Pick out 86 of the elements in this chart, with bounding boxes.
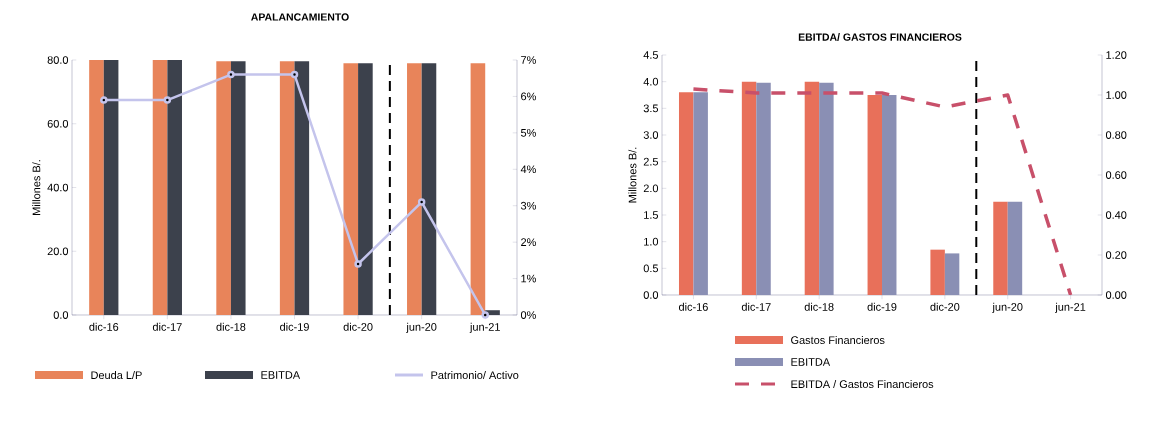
bar	[804, 81, 820, 295]
bar	[944, 253, 960, 295]
x-tick-label: dic-20	[343, 322, 373, 331]
bar	[358, 63, 373, 315]
y-tick-label: 60.0	[47, 119, 69, 128]
x-tick-label: jun-20	[992, 302, 1023, 313]
bar	[741, 81, 757, 295]
x-tick-label: dic-18	[804, 302, 834, 311]
bar	[693, 92, 708, 295]
x-tick-label: jun-21	[469, 322, 500, 333]
y2-tick-label: 0.80	[1105, 131, 1127, 139]
y2-tick-label: 0%	[520, 311, 536, 319]
y-tick-label: 4.5	[643, 51, 659, 59]
y-tick-label: 80.0	[47, 56, 69, 64]
bar	[89, 60, 104, 315]
bar	[993, 201, 1008, 295]
bar	[152, 60, 168, 315]
legend-label: EBITDA	[261, 371, 301, 379]
y-tick-label: 4.0	[643, 77, 659, 86]
legend-label: EBITDA / Gastos Financieros	[791, 379, 934, 389]
bar	[756, 82, 771, 295]
bar	[279, 61, 295, 315]
y2-tick-label: 1.00	[1106, 91, 1127, 99]
y-tick-label: 3.5	[643, 104, 659, 113]
y2-tick-label: 0.00	[1105, 291, 1127, 299]
y2-tick-label: 6%	[521, 92, 536, 101]
bar	[819, 82, 834, 295]
legend-label: Deuda L/P	[91, 370, 142, 380]
bar	[930, 249, 945, 295]
legend-label: EBITDA	[791, 358, 831, 366]
x-tick-label: dic-19	[280, 322, 309, 331]
bar	[216, 61, 231, 315]
y2-tick-label: 1%	[521, 274, 536, 283]
bar	[421, 63, 437, 315]
chart-title: APALANCAMIENTO	[251, 13, 349, 21]
y-tick-label: 0.0	[643, 291, 659, 299]
x-tick-label: jun-20	[406, 322, 437, 333]
y-tick-label: 1.5	[644, 211, 659, 219]
y-axis-title: Millones B/.	[32, 160, 41, 215]
point	[100, 96, 108, 104]
chart-title: EBITDA/ GASTOS FINANCIEROS	[798, 33, 962, 41]
bar	[470, 63, 486, 315]
bar	[882, 95, 897, 295]
y-tick-label: 2.0	[643, 184, 659, 193]
y2-tick-label: 0.40	[1105, 211, 1127, 219]
bar	[230, 61, 246, 315]
y-tick-label: 0.0	[53, 311, 69, 319]
bar	[167, 60, 182, 315]
bar	[294, 61, 310, 315]
point	[290, 70, 299, 79]
x-tick-label: jun-21	[1055, 302, 1086, 313]
point	[227, 70, 235, 79]
bar	[678, 92, 694, 295]
x-tick-label: dic-19	[867, 302, 897, 311]
y-tick-label: 1.0	[644, 237, 659, 246]
y2-tick-label: 5%	[520, 129, 536, 137]
point	[481, 311, 489, 319]
bar	[103, 60, 119, 315]
x-tick-label: dic-17	[152, 322, 182, 331]
y-tick-label: 2.5	[643, 157, 659, 166]
bar	[407, 63, 422, 315]
x-tick-label: dic-16	[678, 302, 708, 311]
x-tick-label: dic-17	[741, 302, 771, 311]
y2-tick-label: 0.60	[1105, 171, 1127, 179]
bar	[1007, 201, 1023, 295]
x-tick-label: dic-20	[930, 302, 960, 311]
legend-label: Gastos Financieros	[791, 335, 885, 345]
x-tick-label: dic-16	[89, 322, 119, 331]
bar	[343, 63, 359, 315]
bar	[867, 95, 883, 295]
y2-tick-label: 0.20	[1105, 251, 1127, 259]
y2-tick-label: 4%	[520, 165, 536, 174]
point	[354, 260, 362, 268]
point	[163, 96, 172, 104]
y2-tick-label: 2%	[521, 238, 536, 246]
legend-label: Patrimonio/ Activo	[431, 370, 519, 380]
y-axis-title: Millones B/.	[628, 147, 637, 203]
y2-tick-label: 7%	[521, 56, 536, 64]
y-tick-label: 20.0	[47, 247, 69, 256]
point	[417, 198, 426, 206]
x-tick-label: dic-18	[216, 322, 246, 331]
y2-tick-label: 1.20	[1106, 51, 1127, 59]
y-tick-label: 0.5	[643, 264, 659, 273]
y2-tick-label: 3%	[520, 201, 536, 210]
y-tick-label: 3.0	[643, 131, 659, 139]
y-tick-label: 40.0	[47, 183, 69, 192]
